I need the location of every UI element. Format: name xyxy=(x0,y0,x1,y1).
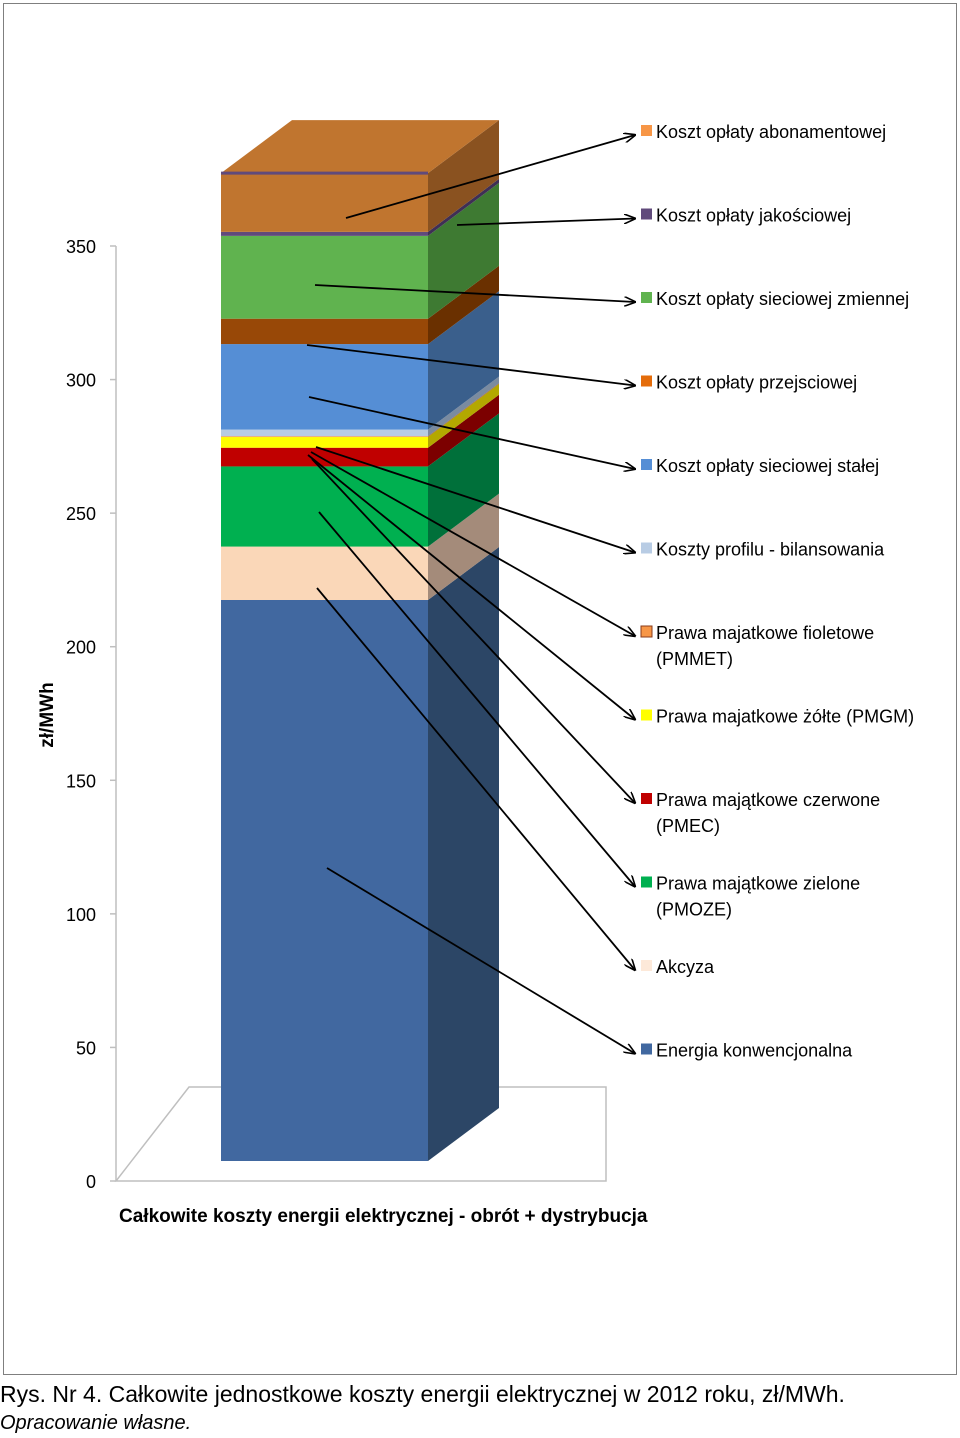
bar-top-face xyxy=(221,120,499,174)
legend-label: Prawa majątkowe czerwone (PMEC) xyxy=(656,790,880,836)
bar-segment-side xyxy=(428,182,499,319)
legend-swatch xyxy=(641,542,652,554)
legend-label: Energia konwencjonalna xyxy=(656,1041,853,1061)
chart-floor xyxy=(114,1086,607,1182)
legend-arrow xyxy=(326,867,635,1054)
legend-label: Koszt opłaty sieciowej zmiennej xyxy=(656,289,909,309)
bar-segment-side xyxy=(428,413,499,547)
legend-swatch xyxy=(641,459,652,470)
bar-segment-side xyxy=(428,384,499,448)
legend-arrow xyxy=(345,135,635,219)
bar-segment-side xyxy=(428,265,499,345)
legend-arrow xyxy=(316,587,635,970)
bar-segment-side xyxy=(428,376,499,437)
legend-label-line: Prawa majatkowe fioletowe xyxy=(656,623,874,643)
x-category-label: Całkowite koszty energii elektrycznej - … xyxy=(119,1206,648,1227)
legend-arrow xyxy=(315,446,635,553)
figure-caption: Rys. Nr 4. Całkowite jednostkowe koszty … xyxy=(0,1381,845,1407)
bar-segment-side xyxy=(428,178,499,236)
legend-swatch xyxy=(641,960,652,971)
bar-segment-side xyxy=(428,547,499,1161)
bar-segment-side xyxy=(428,493,499,600)
legend-label: Koszty profilu - bilansowania xyxy=(656,540,885,560)
legend-label: Prawa majatkowe żółte (PMGM) xyxy=(656,707,914,727)
legend-swatch xyxy=(640,625,653,638)
legend-swatch xyxy=(641,876,652,888)
bar-segment-side xyxy=(428,120,499,232)
figure-source: Opracowanie własne. xyxy=(0,1412,192,1434)
bar-segment xyxy=(221,437,428,448)
y-axis: 0 50 100 150 200 250 300 350 xyxy=(66,237,117,1192)
bar-segment xyxy=(221,600,428,1161)
y-tick-label: 100 xyxy=(66,905,96,925)
bar-segment xyxy=(221,546,428,600)
legend-swatch xyxy=(641,709,652,721)
legend-label: Akcyza xyxy=(656,957,715,977)
legend-swatch xyxy=(641,292,652,303)
bar-stack xyxy=(221,120,499,1161)
y-tick-label: 300 xyxy=(66,371,96,391)
legend-label: Prawa majatkowe fioletowe (PMMET) xyxy=(656,623,874,669)
legend-label: Koszt opłaty abonamentowej xyxy=(656,122,886,142)
bar-segment-side xyxy=(428,291,499,430)
legend-arrow xyxy=(307,454,635,720)
y-tick-label: 50 xyxy=(76,1038,96,1058)
legend-arrow xyxy=(311,458,635,803)
bar-segment-side xyxy=(428,383,499,438)
bar-segment xyxy=(221,436,428,438)
legend-arrow xyxy=(314,284,635,302)
legend-arrows xyxy=(306,135,635,1054)
legend-swatch xyxy=(641,375,652,387)
legend-label-line: Prawa majątkowe czerwone xyxy=(656,790,880,810)
bar-segment xyxy=(221,447,428,467)
legend-label: Koszt opłaty przejsciowej xyxy=(656,373,857,393)
legend-arrow xyxy=(456,219,635,226)
bar-segment xyxy=(221,231,428,236)
legend-arrow xyxy=(318,511,635,887)
legend-label-line: (PMOZE) xyxy=(656,900,732,920)
bar-segment xyxy=(221,235,428,319)
legend: Koszt opłaty abonamentowej Koszt opłaty j… xyxy=(640,122,914,1061)
legend-label-line: (PMMET) xyxy=(656,649,733,669)
floor-plane xyxy=(114,1086,607,1182)
legend-arrow xyxy=(306,344,635,386)
legend-swatch xyxy=(641,793,652,804)
legend-arrow xyxy=(308,396,635,469)
y-tick-label: 150 xyxy=(66,771,96,791)
y-tick-label: 250 xyxy=(66,504,96,524)
bar-segment xyxy=(221,173,428,232)
y-tick-label: 350 xyxy=(66,237,96,257)
bar-segment xyxy=(221,466,428,547)
legend-swatch xyxy=(641,125,652,136)
legend-label-line: Prawa majątkowe zielone xyxy=(656,874,860,894)
y-tick-label: 200 xyxy=(66,638,96,658)
legend-label: Koszt opłaty sieciowej stałej xyxy=(656,456,879,476)
bar-segment xyxy=(221,318,428,345)
legend-swatch xyxy=(641,1043,652,1055)
bar-segment xyxy=(221,429,428,437)
legend-label-line: (PMEC) xyxy=(656,816,720,836)
y-axis-label: zł/MWh xyxy=(37,682,58,747)
legend-swatch xyxy=(641,208,652,220)
y-tick-label: 0 xyxy=(86,1172,96,1192)
legend-label: Prawa majątkowe zielone (PMOZE) xyxy=(656,874,860,920)
legend-arrow xyxy=(310,451,635,636)
legend-label: Koszt opłaty jakościowej xyxy=(656,206,851,226)
